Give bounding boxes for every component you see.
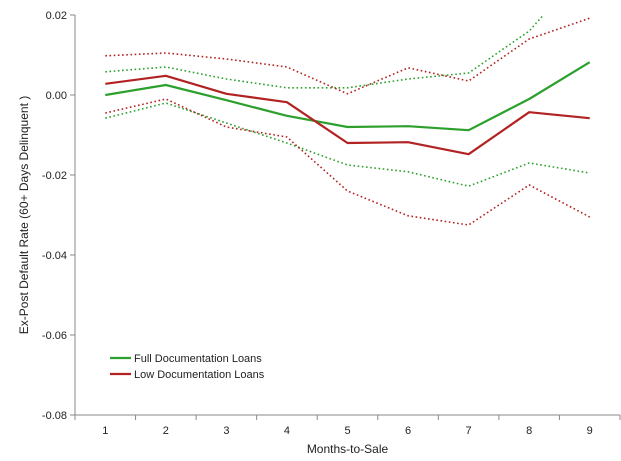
x-tick-label: 3 <box>223 425 229 437</box>
x-tick-label: 1 <box>102 425 108 437</box>
series-line <box>105 74 590 156</box>
x-tick-label: 7 <box>466 425 472 437</box>
confidence-band-line <box>105 102 590 187</box>
y-tick-label: -0.02 <box>42 170 67 182</box>
confidence-band-line <box>105 17 590 95</box>
y-axis-title: Ex-Post Default Rate (60+ Days Delinquen… <box>17 96 31 334</box>
y-tick-label: 0.02 <box>46 10 67 22</box>
tick-labels: 0.02 0.00 -0.02 -0.04 -0.06 -0.08 1 2 3 4 5 6 7 8 9 <box>42 10 593 437</box>
legend-label: Full Documentation Loans <box>134 353 262 365</box>
series-line <box>105 61 591 132</box>
y-tick-label: -0.04 <box>42 250 67 262</box>
x-tick-label: 8 <box>526 425 532 437</box>
y-tick-label: -0.06 <box>42 330 67 342</box>
x-tick-label: 5 <box>344 425 350 437</box>
x-tick-label: 6 <box>405 425 411 437</box>
series-layer <box>105 15 591 226</box>
x-tick-label: 2 <box>163 425 169 437</box>
axes <box>70 14 621 420</box>
legend: Full Documentation Loans Low Documentatio… <box>110 353 265 381</box>
x-tick-label: 9 <box>587 425 593 437</box>
x-tick-label: 4 <box>284 425 290 437</box>
y-tick-label: -0.08 <box>42 410 67 422</box>
x-axis-title: Months-to-Sale <box>307 442 389 456</box>
legend-label: Low Documentation Loans <box>134 369 265 381</box>
confidence-band-line <box>105 98 591 226</box>
y-tick-label: 0.00 <box>46 90 67 102</box>
confidence-band-line <box>105 15 545 89</box>
